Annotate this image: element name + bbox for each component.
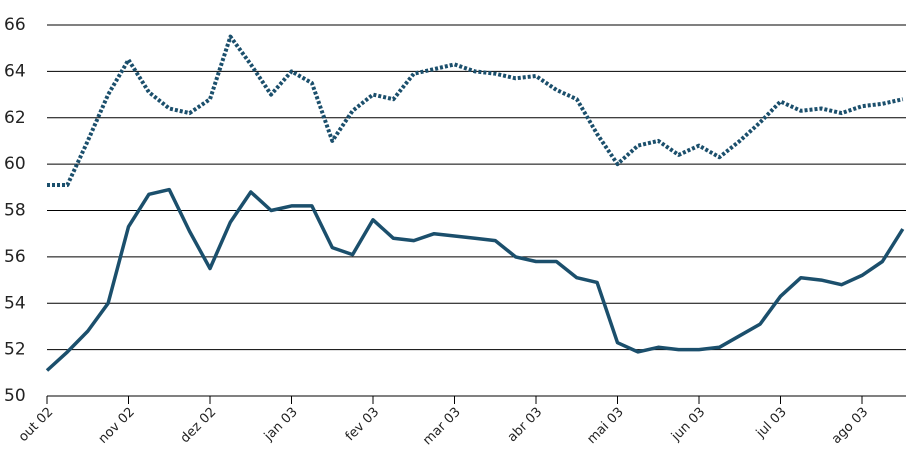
y-tick-label: 50 <box>4 386 26 406</box>
series-line <box>47 34 904 187</box>
y-tick-label: 58 <box>4 201 26 221</box>
y-tick-label: 66 <box>4 15 26 35</box>
y-tick-label: 64 <box>4 61 26 81</box>
series-line <box>45 187 905 372</box>
y-tick-label: 54 <box>4 293 26 313</box>
x-tick-label: mai 03 <box>584 405 626 447</box>
x-tick-label: jun 03 <box>668 405 708 445</box>
x-tick-label: abr 03 <box>505 405 545 445</box>
x-tick-label: jul 03 <box>753 405 790 442</box>
x-tick-label: dez 02 <box>178 405 220 447</box>
x-tick-label: ago 03 <box>829 405 871 447</box>
y-tick-label: 60 <box>4 154 26 174</box>
y-tick-label: 52 <box>4 340 26 360</box>
y-tick-label: 62 <box>4 108 26 128</box>
x-tick-label: nov 02 <box>96 405 138 447</box>
x-tick-label: mar 03 <box>420 405 464 449</box>
x-tick-label: jan 03 <box>261 405 301 445</box>
x-tick-label: fev 03 <box>343 405 383 445</box>
y-tick-label: 56 <box>4 247 26 267</box>
x-tick-label: out 02 <box>16 405 56 445</box>
